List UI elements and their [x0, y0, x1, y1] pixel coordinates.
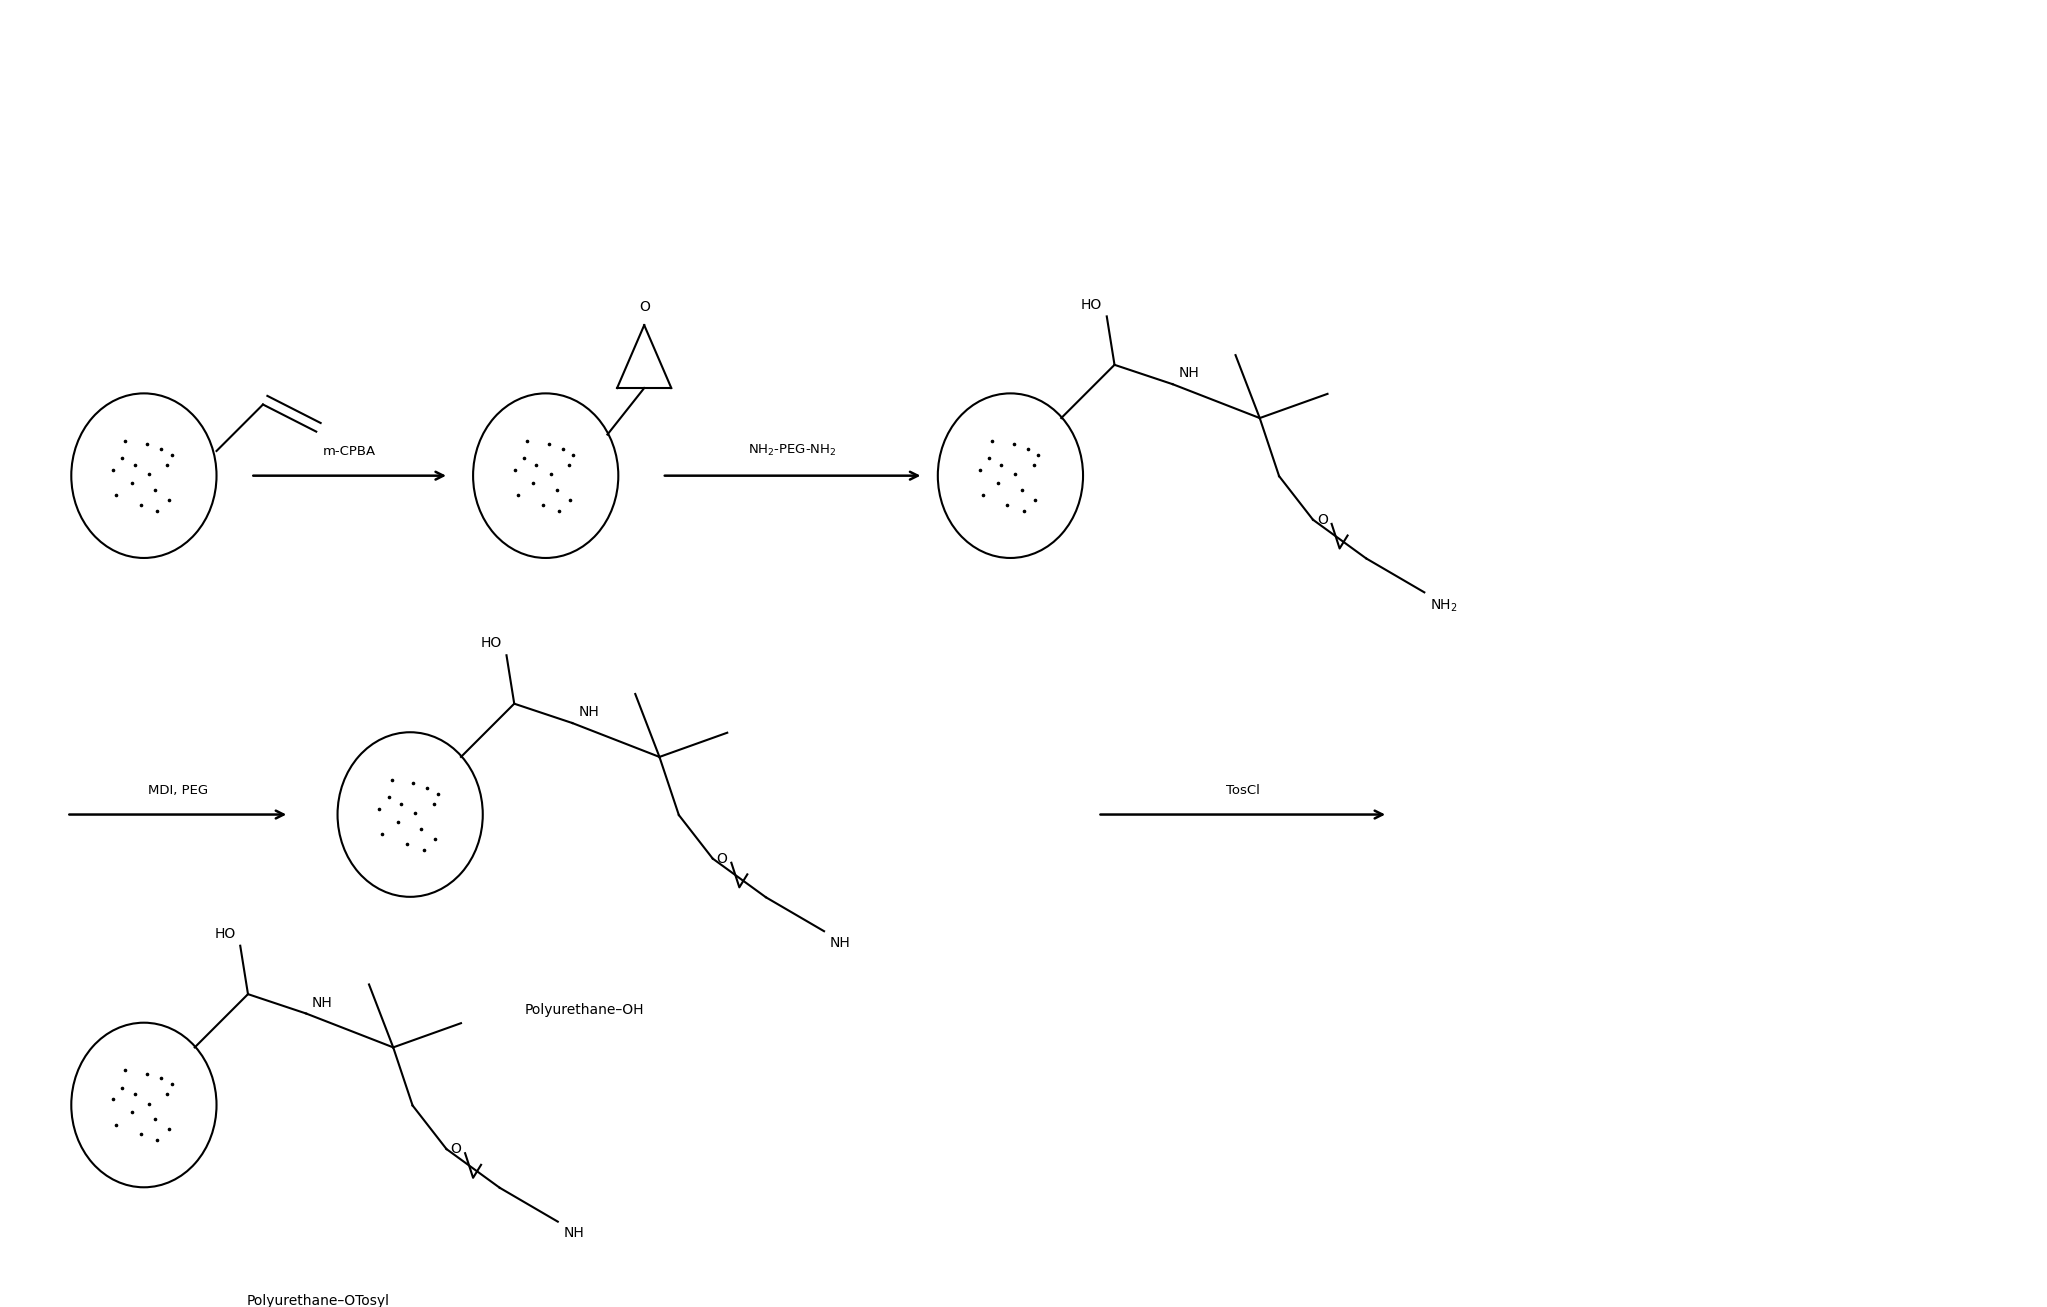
Text: O: O: [450, 1142, 461, 1157]
Text: m-CPBA: m-CPBA: [323, 446, 377, 459]
Text: HO: HO: [1081, 298, 1101, 311]
Text: TosCl: TosCl: [1226, 784, 1259, 797]
Text: O: O: [1316, 512, 1329, 527]
Text: NH$_2$-PEG-NH$_2$: NH$_2$-PEG-NH$_2$: [749, 443, 837, 459]
Text: NH$_2$: NH$_2$: [1431, 597, 1457, 613]
Text: O: O: [639, 299, 649, 314]
Text: NH: NH: [1179, 366, 1200, 380]
Text: MDI, PEG: MDI, PEG: [147, 784, 209, 797]
Text: NH: NH: [311, 996, 332, 1009]
Text: NH: NH: [577, 706, 600, 719]
Text: O: O: [716, 852, 727, 865]
Text: HO: HO: [215, 927, 235, 941]
Text: Polyurethane–OTosyl: Polyurethane–OTosyl: [248, 1294, 389, 1307]
Text: NH: NH: [563, 1226, 583, 1240]
Text: Polyurethane–OH: Polyurethane–OH: [524, 1004, 645, 1017]
Text: HO: HO: [481, 637, 502, 651]
Text: NH: NH: [829, 936, 852, 950]
